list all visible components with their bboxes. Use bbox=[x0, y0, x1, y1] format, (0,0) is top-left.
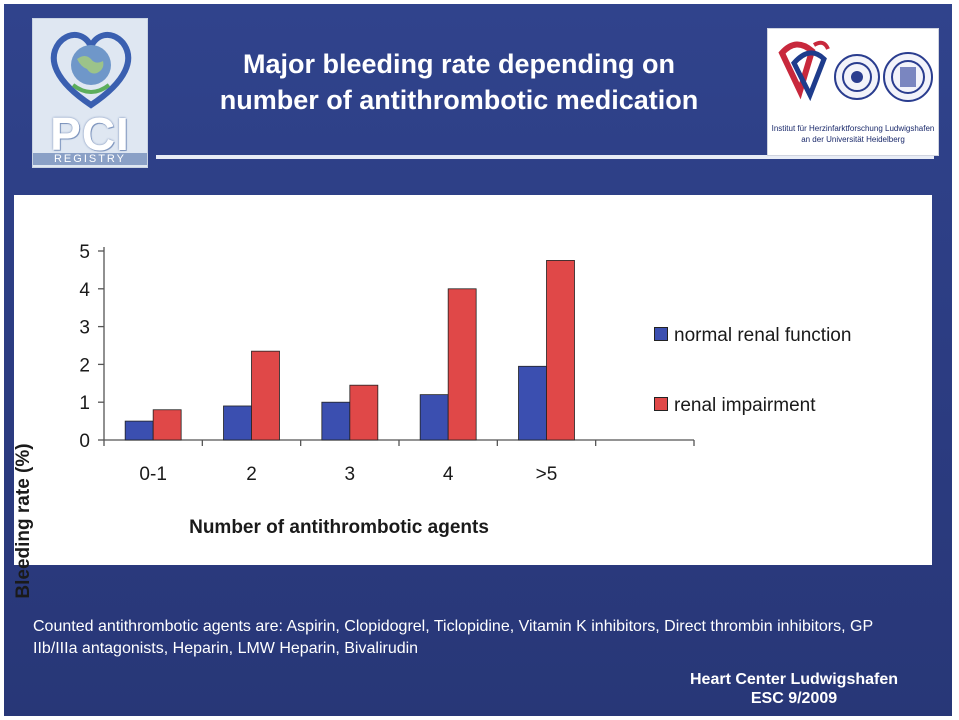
title-line-2: number of antithrombotic medication bbox=[219, 85, 699, 115]
bar-impairment bbox=[447, 288, 477, 441]
chart-panel: 0 1 2 3 4 5 0-1 2 3 4 >5 Bleeding rate (%) Number … bbox=[13, 195, 932, 599]
institute-logo: Institut für Herzinfarktforschung Ludwig… bbox=[767, 28, 939, 156]
y-tick-label: 2 bbox=[79, 355, 90, 376]
title-line-1: Major bleeding rate depending on bbox=[242, 49, 676, 79]
credit: Heart Center Ludwigshafen ESC 9/2009 bbox=[644, 670, 944, 708]
x-tick-label: 4 bbox=[443, 464, 454, 485]
bar-normal bbox=[223, 405, 252, 441]
bar-normal bbox=[321, 401, 351, 441]
legend-label-impairment: renal impairment bbox=[674, 395, 816, 416]
legend-item-normal-renal-function: normal renal function bbox=[654, 325, 851, 347]
bar-impairment bbox=[546, 260, 575, 441]
bleeding-rate-chart: 0 1 2 3 4 5 0-1 2 3 4 >5 bbox=[79, 242, 695, 485]
pci-registry-logo: PCI REGISTRY bbox=[32, 18, 148, 168]
bar-impairment bbox=[152, 409, 182, 441]
institute-caption: Institut für Herzinfarktforschung Ludwig… bbox=[770, 123, 936, 145]
agents-footnote: Counted antithrombotic agents are: Aspir… bbox=[33, 618, 873, 657]
y-tick-label: 4 bbox=[79, 280, 90, 301]
bar-normal bbox=[419, 394, 449, 441]
bar-normal bbox=[518, 365, 547, 441]
y-axis-label: Bleeding rate (%) bbox=[13, 443, 34, 599]
page-title: Major bleeding rate depending on number … bbox=[154, 46, 764, 118]
globe-heart-icon bbox=[50, 31, 132, 109]
credit-line-2: ESC 9/2009 bbox=[750, 690, 838, 707]
slide: PCI REGISTRY Major bleeding rate dependi… bbox=[4, 4, 952, 716]
legend-swatch-normal bbox=[654, 326, 668, 341]
x-tick-label: 2 bbox=[246, 464, 257, 485]
credit-line-1: Heart Center Ludwigshafen bbox=[689, 671, 899, 688]
bar-impairment bbox=[251, 350, 280, 441]
legend-label-normal: normal renal function bbox=[674, 325, 852, 346]
x-tick-label: 0-1 bbox=[139, 464, 166, 485]
title-divider bbox=[156, 155, 934, 159]
institute-caption-line-1: Institut für Herzinfarktforschung Ludwig… bbox=[771, 124, 935, 133]
y-tick-label: 1 bbox=[79, 393, 90, 414]
bar-impairment bbox=[349, 384, 379, 441]
x-axis-label: Number of antithrombotic agents bbox=[189, 517, 489, 538]
pci-logo-text: PCI bbox=[50, 108, 130, 160]
x-tick-label: 3 bbox=[345, 464, 356, 485]
bar-normal bbox=[124, 420, 154, 441]
registry-logo-text: REGISTRY bbox=[33, 153, 147, 165]
y-tick-label: 5 bbox=[79, 242, 90, 263]
x-tick-label: >5 bbox=[536, 464, 558, 485]
legend-swatch-impairment bbox=[654, 396, 668, 411]
institute-seals-icon bbox=[778, 40, 933, 102]
legend-item-renal-impairment: renal impairment bbox=[654, 395, 816, 417]
y-tick-label: 3 bbox=[79, 318, 90, 339]
y-tick-label: 0 bbox=[79, 431, 90, 452]
institute-caption-line-2: an der Universität Heidelberg bbox=[801, 135, 905, 144]
